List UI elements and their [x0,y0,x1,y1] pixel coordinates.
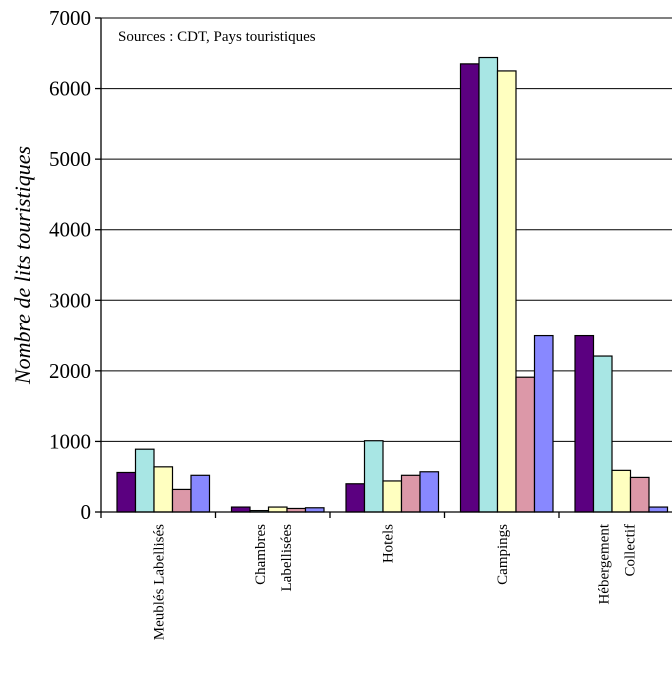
y-axis-label: Nombre de lits touristiques [10,146,35,385]
bar [574,334,595,513]
x-category-label: Chambres [253,524,269,585]
x-ticks: Meublés Labellisés Chambres Labellisées Hot… [100,512,638,640]
x-category-label: Meublés Labellisés [151,524,167,640]
y-tick-label: 2000 [49,359,91,383]
bar [171,488,192,513]
x-category-label: Hotels [380,524,396,563]
x-category-label: Campings [495,524,511,585]
bar [533,334,554,513]
bar [459,63,480,513]
x-category-label: Hébergement [596,523,612,604]
bar [363,440,384,513]
bar [419,471,440,513]
y-tick-label: 1000 [49,429,91,453]
source-annotation: Sources : CDT, Pays touristiques [118,29,316,45]
x-category-label: Collectif [622,524,638,577]
bar [611,469,632,513]
y-tick-label: 0 [81,500,92,524]
bar [153,466,174,513]
gridlines [101,17,672,442]
bar [116,471,137,513]
bar [515,376,536,513]
axes [100,18,672,513]
y-tick-label: 3000 [49,288,91,312]
y-ticks: 0 1000 2000 3000 4000 5000 6000 7000 [49,6,101,524]
y-tick-label: 6000 [49,77,91,101]
y-tick-label: 4000 [49,218,91,242]
bar [629,476,650,513]
bar [382,480,403,513]
bar [648,506,669,513]
bar [478,56,499,513]
bars [116,56,669,513]
x-category-label: Labellisées [279,524,295,592]
bar [134,448,155,513]
bar [267,506,288,513]
bar [345,483,366,513]
bar [190,474,211,513]
y-tick-label: 7000 [49,6,91,30]
bar [400,474,421,513]
bar [592,355,613,513]
y-tick-label: 5000 [49,147,91,171]
bar [230,506,251,513]
bar [496,70,517,513]
